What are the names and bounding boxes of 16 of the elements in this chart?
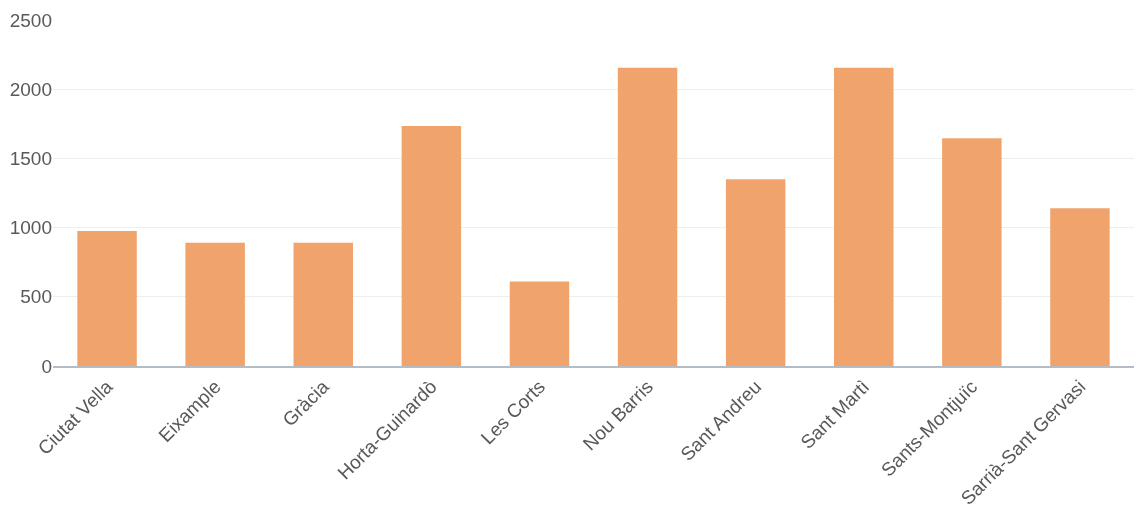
y-tick-label: 1500 — [9, 148, 52, 170]
bar — [942, 138, 1002, 366]
bar — [77, 231, 137, 366]
bar — [509, 281, 570, 366]
y-tick-label: 2000 — [9, 78, 52, 100]
bar — [293, 242, 353, 366]
bar — [401, 125, 462, 366]
y-tick-label: 1000 — [9, 217, 52, 239]
bar — [617, 67, 678, 366]
y-tick-label: 2500 — [9, 9, 52, 31]
y-tick-label: 0 — [41, 355, 52, 377]
bar — [185, 242, 245, 366]
bar — [834, 67, 894, 366]
bar — [1050, 208, 1110, 366]
bar — [725, 179, 786, 366]
y-tick-label: 500 — [20, 286, 52, 308]
